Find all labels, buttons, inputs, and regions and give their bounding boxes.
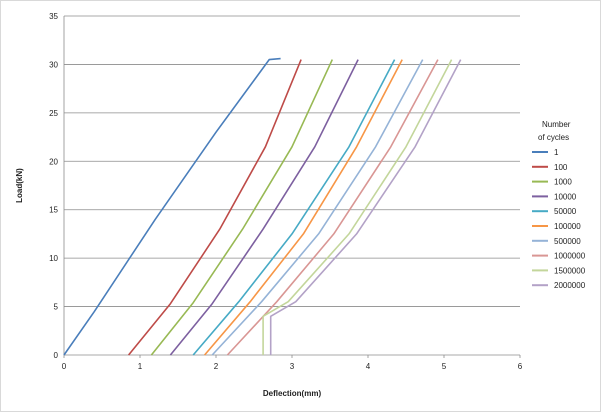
grid-lines <box>64 15 520 307</box>
x-tick-label: 1 <box>138 362 143 371</box>
x-tick-label: 2 <box>214 362 219 371</box>
series-line-50000 <box>192 59 396 356</box>
legend-title-line-2: of cycles <box>538 133 569 142</box>
x-tick-label: 3 <box>290 362 295 371</box>
legend-entry: 10000 <box>554 192 577 201</box>
legend-title-line-1: Number <box>542 120 571 129</box>
y-tick-label: 5 <box>54 303 59 312</box>
x-tick-label: 0 <box>62 362 67 371</box>
series-line-10000 <box>169 59 359 356</box>
axes <box>63 16 521 358</box>
x-tick-label: 5 <box>442 362 447 371</box>
legend-entry: 1 <box>554 148 559 157</box>
x-tick-label: 6 <box>518 362 523 371</box>
y-tick-label: 0 <box>54 351 59 360</box>
y-tick-label: 25 <box>49 109 58 118</box>
series-line-1500000 <box>262 59 453 355</box>
series-line-100000 <box>203 59 403 356</box>
y-tick-label: 10 <box>49 254 58 263</box>
y-tick-label: 35 <box>49 12 58 21</box>
legend-entry: 1000 <box>554 178 572 187</box>
legend-entry: 100000 <box>554 222 581 231</box>
y-tick-label: 20 <box>49 157 58 166</box>
legend-entry: 100 <box>554 163 568 172</box>
x-axis-label: Deflection(mm) <box>263 389 322 398</box>
legend-entry: 1000000 <box>554 252 586 261</box>
y-axis-label: Load(kN) <box>15 168 24 203</box>
series-line-100 <box>127 59 302 356</box>
series-line-1000000 <box>226 59 439 356</box>
tick-labels: 0 5 10 15 20 25 30 35 0 1 2 3 4 5 6 <box>49 12 523 371</box>
series-line-2000000 <box>269 59 462 355</box>
x-tick-label: 4 <box>366 362 371 371</box>
legend-entry: 50000 <box>554 207 577 216</box>
series-line-500000 <box>211 59 424 356</box>
y-tick-label: 30 <box>49 60 58 69</box>
y-tick-label: 15 <box>49 206 58 215</box>
series-line-1000 <box>150 59 334 356</box>
series-line-1 <box>63 57 281 356</box>
series-group <box>63 57 462 356</box>
legend-entry: 1500000 <box>554 266 586 275</box>
legend: Number of cycles 1 100 1000 10000 50000 10000… <box>532 120 586 290</box>
legend-entry: 500000 <box>554 237 581 246</box>
legend-entry: 2000000 <box>554 281 586 290</box>
